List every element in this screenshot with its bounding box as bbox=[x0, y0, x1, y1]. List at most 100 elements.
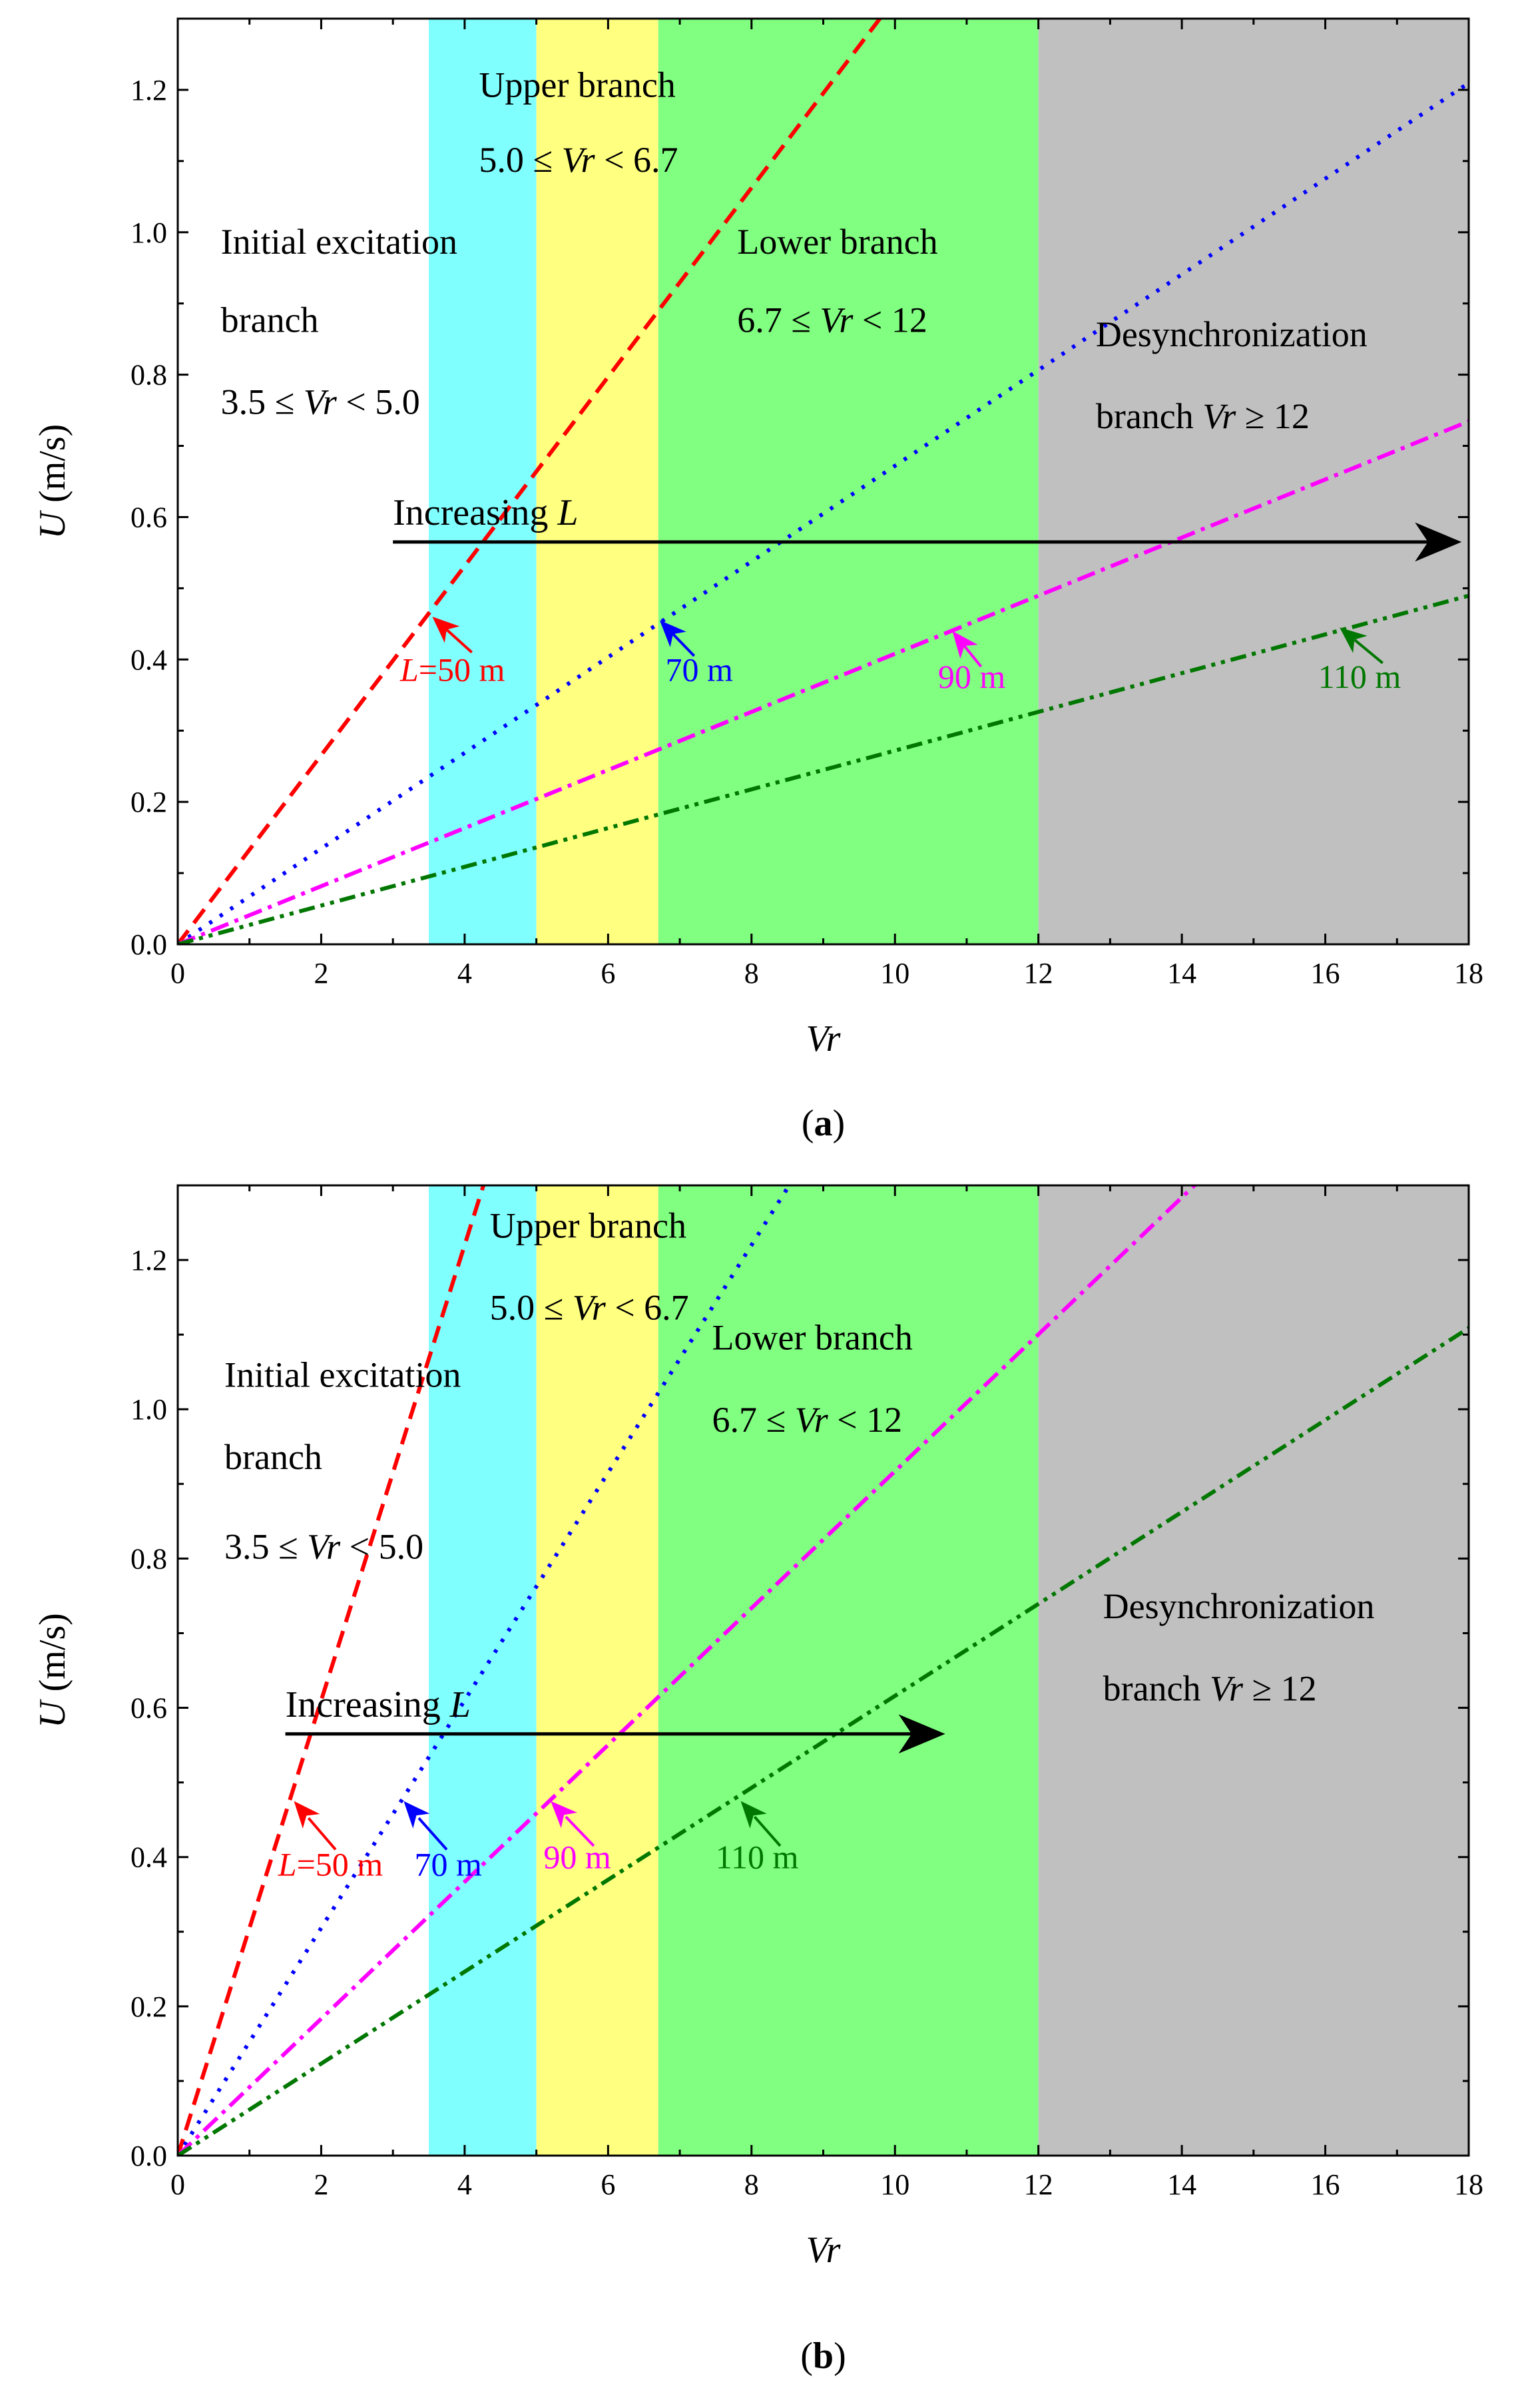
region-green bbox=[658, 19, 1039, 944]
x-axis-label: Vr bbox=[806, 1018, 841, 1059]
x-tick-label: 8 bbox=[744, 957, 759, 990]
series-label-2: 70 m bbox=[666, 651, 734, 688]
region-gray bbox=[1038, 19, 1469, 944]
region-label-line: 3.5 ≤ Vr < 5.0 bbox=[221, 382, 420, 422]
x-tick-label: 14 bbox=[1167, 2168, 1196, 2201]
chart-panel-a: 0 2 4 6 8 10 12 14 16 18 0.0 0.2 0.4 0.6 0.8 1.0 1.2 Vr U … bbox=[32, 17, 1483, 1144]
x-tick-label: 0 bbox=[170, 2168, 185, 2201]
region-label-line: Desynchronization bbox=[1096, 314, 1368, 354]
series-pointer-head bbox=[403, 1801, 430, 1829]
series-pointer-line bbox=[961, 642, 983, 668]
series-pointer-head bbox=[952, 631, 978, 659]
x-tick-label: 12 bbox=[1024, 957, 1053, 990]
y-tick-label: 1.2 bbox=[130, 1244, 167, 1277]
y-tick-label: 0.2 bbox=[130, 1990, 167, 2023]
series-pointer-head bbox=[1340, 627, 1368, 653]
series-line-4 bbox=[178, 593, 1469, 944]
series-pointer-line bbox=[753, 1815, 782, 1847]
series-line-1 bbox=[178, 19, 883, 944]
plot-area bbox=[178, 1185, 1469, 2156]
y-tick-label: 0.4 bbox=[130, 643, 167, 676]
y-tick-label: 1.0 bbox=[130, 216, 167, 249]
series-label-1: L=50 m bbox=[399, 651, 505, 688]
region-label-line: Initial excitation bbox=[221, 222, 457, 262]
y-axis-label: U (m/s) bbox=[32, 1613, 73, 1728]
series-pointer-line bbox=[307, 1817, 337, 1851]
x-tick-label: 2 bbox=[314, 957, 328, 990]
x-tick-label: 4 bbox=[457, 957, 472, 990]
series-pointer-head bbox=[551, 1801, 577, 1829]
series-label-4: 110 m bbox=[1318, 658, 1401, 695]
x-tick-label: 18 bbox=[1454, 2168, 1483, 2201]
region-label-line: branch bbox=[224, 1437, 322, 1477]
increasing-arrow-head bbox=[1415, 522, 1462, 562]
increasing-arrow-label: Increasing L bbox=[393, 492, 578, 533]
x-axis-label: Vr bbox=[806, 2230, 841, 2271]
y-tick-label: 0.6 bbox=[130, 1692, 167, 1725]
region-label-line: Lower branch bbox=[737, 222, 937, 262]
series-line-3 bbox=[178, 419, 1469, 944]
y-axis-label: U (m/s) bbox=[32, 424, 73, 539]
region-label-line: branch Vr ≥ 12 bbox=[1103, 1668, 1317, 1708]
series-label-1: L=50 m bbox=[278, 1846, 383, 1883]
series-label-4: 110 m bbox=[716, 1839, 799, 1876]
x-tick-label: 10 bbox=[880, 957, 909, 990]
x-tick-label: 6 bbox=[601, 2168, 615, 2201]
series-pointer-head bbox=[294, 1801, 320, 1829]
region-green bbox=[658, 1185, 1039, 2156]
chart-panel-b: 0 2 4 6 8 10 12 14 16 18 0.0 0.2 0.4 0.6 0.8 1.0 1.2 Vr U … bbox=[32, 1184, 1483, 2377]
x-tick-label: 8 bbox=[744, 2168, 759, 2201]
region-label-line: Desynchronization bbox=[1103, 1586, 1375, 1626]
series-pointer-head bbox=[659, 620, 686, 647]
region-label-line: Initial excitation bbox=[224, 1355, 461, 1395]
series-pointer-head bbox=[432, 617, 460, 643]
series-pointer-line bbox=[565, 1815, 595, 1847]
region-cyan bbox=[429, 1185, 537, 2156]
y-tick-label: 1.0 bbox=[130, 1393, 167, 1426]
x-tick-label: 4 bbox=[457, 2168, 472, 2201]
x-tick-label: 2 bbox=[314, 2168, 328, 2201]
series-line-3 bbox=[178, 1185, 1198, 2156]
x-tick-label: 0 bbox=[170, 957, 185, 990]
x-tick-label: 16 bbox=[1311, 2168, 1340, 2201]
region-label-line: 5.0 ≤ Vr < 6.7 bbox=[490, 1288, 689, 1328]
region-label-line: 5.0 ≤ Vr < 6.7 bbox=[479, 140, 678, 180]
y-tick-label: 0.0 bbox=[130, 928, 167, 961]
plot-area bbox=[178, 19, 1469, 944]
y-tick-label: 0.8 bbox=[130, 359, 167, 392]
region-label-line: Lower branch bbox=[712, 1318, 913, 1358]
region-label-line: 6.7 ≤ Vr < 12 bbox=[712, 1400, 903, 1440]
region-label-line: Upper branch bbox=[490, 1205, 686, 1245]
region-label-line: 3.5 ≤ Vr < 5.0 bbox=[224, 1526, 423, 1566]
increasing-arrow-head bbox=[898, 1714, 945, 1754]
series-pointer-line bbox=[670, 631, 696, 657]
series-pointer-line bbox=[417, 1817, 448, 1851]
y-tick-label: 0.6 bbox=[130, 501, 167, 533]
series-pointer-line bbox=[1354, 639, 1384, 665]
region-gray bbox=[1038, 1185, 1469, 2156]
region-label-line: 6.7 ≤ Vr < 12 bbox=[737, 300, 927, 340]
series-label-2: 70 m bbox=[414, 1846, 482, 1883]
series-line-4 bbox=[178, 1326, 1469, 2156]
x-tick-label: 18 bbox=[1454, 957, 1483, 990]
region-yellow bbox=[536, 1185, 658, 2156]
y-tick-label: 1.2 bbox=[130, 74, 167, 107]
x-tick-label: 14 bbox=[1167, 957, 1196, 990]
series-pointer-line bbox=[445, 628, 473, 654]
panel-label: (b) bbox=[800, 2335, 846, 2377]
region-label-line: Upper branch bbox=[479, 65, 675, 105]
y-tick-label: 0.0 bbox=[130, 2140, 167, 2172]
region-cyan bbox=[429, 19, 537, 944]
x-tick-label: 16 bbox=[1311, 957, 1340, 990]
x-tick-label: 12 bbox=[1024, 2168, 1053, 2201]
y-tick-label: 0.4 bbox=[130, 1841, 167, 1874]
x-tick-label: 10 bbox=[880, 2168, 909, 2201]
series-pointer-head bbox=[740, 1801, 767, 1829]
series-label-3: 90 m bbox=[938, 658, 1006, 695]
region-initial-excitation bbox=[178, 1185, 429, 2156]
region-initial-excitation bbox=[178, 19, 429, 944]
panel-label: (a) bbox=[802, 1103, 845, 1144]
y-tick-label: 0.2 bbox=[130, 786, 167, 818]
region-label-line: branch Vr ≥ 12 bbox=[1096, 396, 1310, 436]
